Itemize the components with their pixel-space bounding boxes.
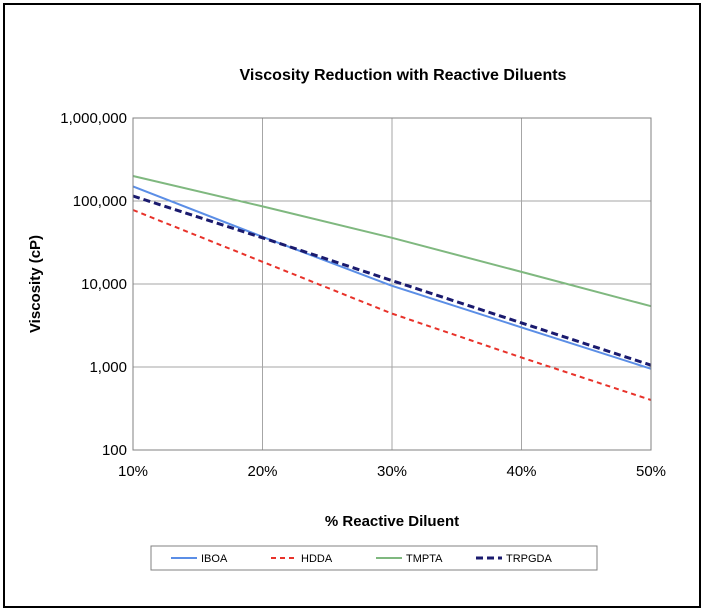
- series-line-trpgda: [132, 194, 652, 367]
- x-tick-label: 20%: [247, 463, 277, 480]
- x-tick-label: 50%: [636, 463, 666, 480]
- y-tick-label: 10,000: [81, 276, 127, 293]
- x-tick-label: 40%: [506, 463, 536, 480]
- y-tick-labels: 100 1,000 10,000 100,000 1,000,000: [60, 110, 127, 459]
- legend-label-trpgda: TRPGDA: [506, 553, 553, 565]
- y-tick-label: 100,000: [73, 193, 127, 210]
- x-tick-label: 30%: [377, 463, 407, 480]
- y-axis-label: Viscosity (cP): [27, 235, 44, 333]
- legend-label-tmpta: TMPTA: [406, 553, 443, 565]
- x-tick-label: 10%: [118, 463, 148, 480]
- x-tick-labels: 10% 20% 30% 40% 50%: [118, 463, 666, 480]
- series-line-hdda: [132, 209, 652, 401]
- y-tick-label: 1,000: [89, 359, 127, 376]
- legend-label-iboa: IBOA: [201, 553, 228, 565]
- series-line-tmpta: [132, 175, 652, 308]
- y-tick-label: 100: [102, 442, 127, 459]
- x-axis-label: % Reactive Diluent: [325, 513, 459, 530]
- legend-box: [150, 545, 598, 571]
- legend: IBOA HDDA TMPTA TRPGDA: [150, 545, 598, 571]
- y-tick-label: 1,000,000: [60, 110, 127, 127]
- chart-title: Viscosity Reduction with Reactive Diluen…: [240, 67, 567, 84]
- legend-label-hdda: HDDA: [301, 553, 333, 565]
- plot-border: [132, 117, 652, 451]
- series-line-iboa: [132, 185, 652, 370]
- series-lines: [132, 175, 652, 401]
